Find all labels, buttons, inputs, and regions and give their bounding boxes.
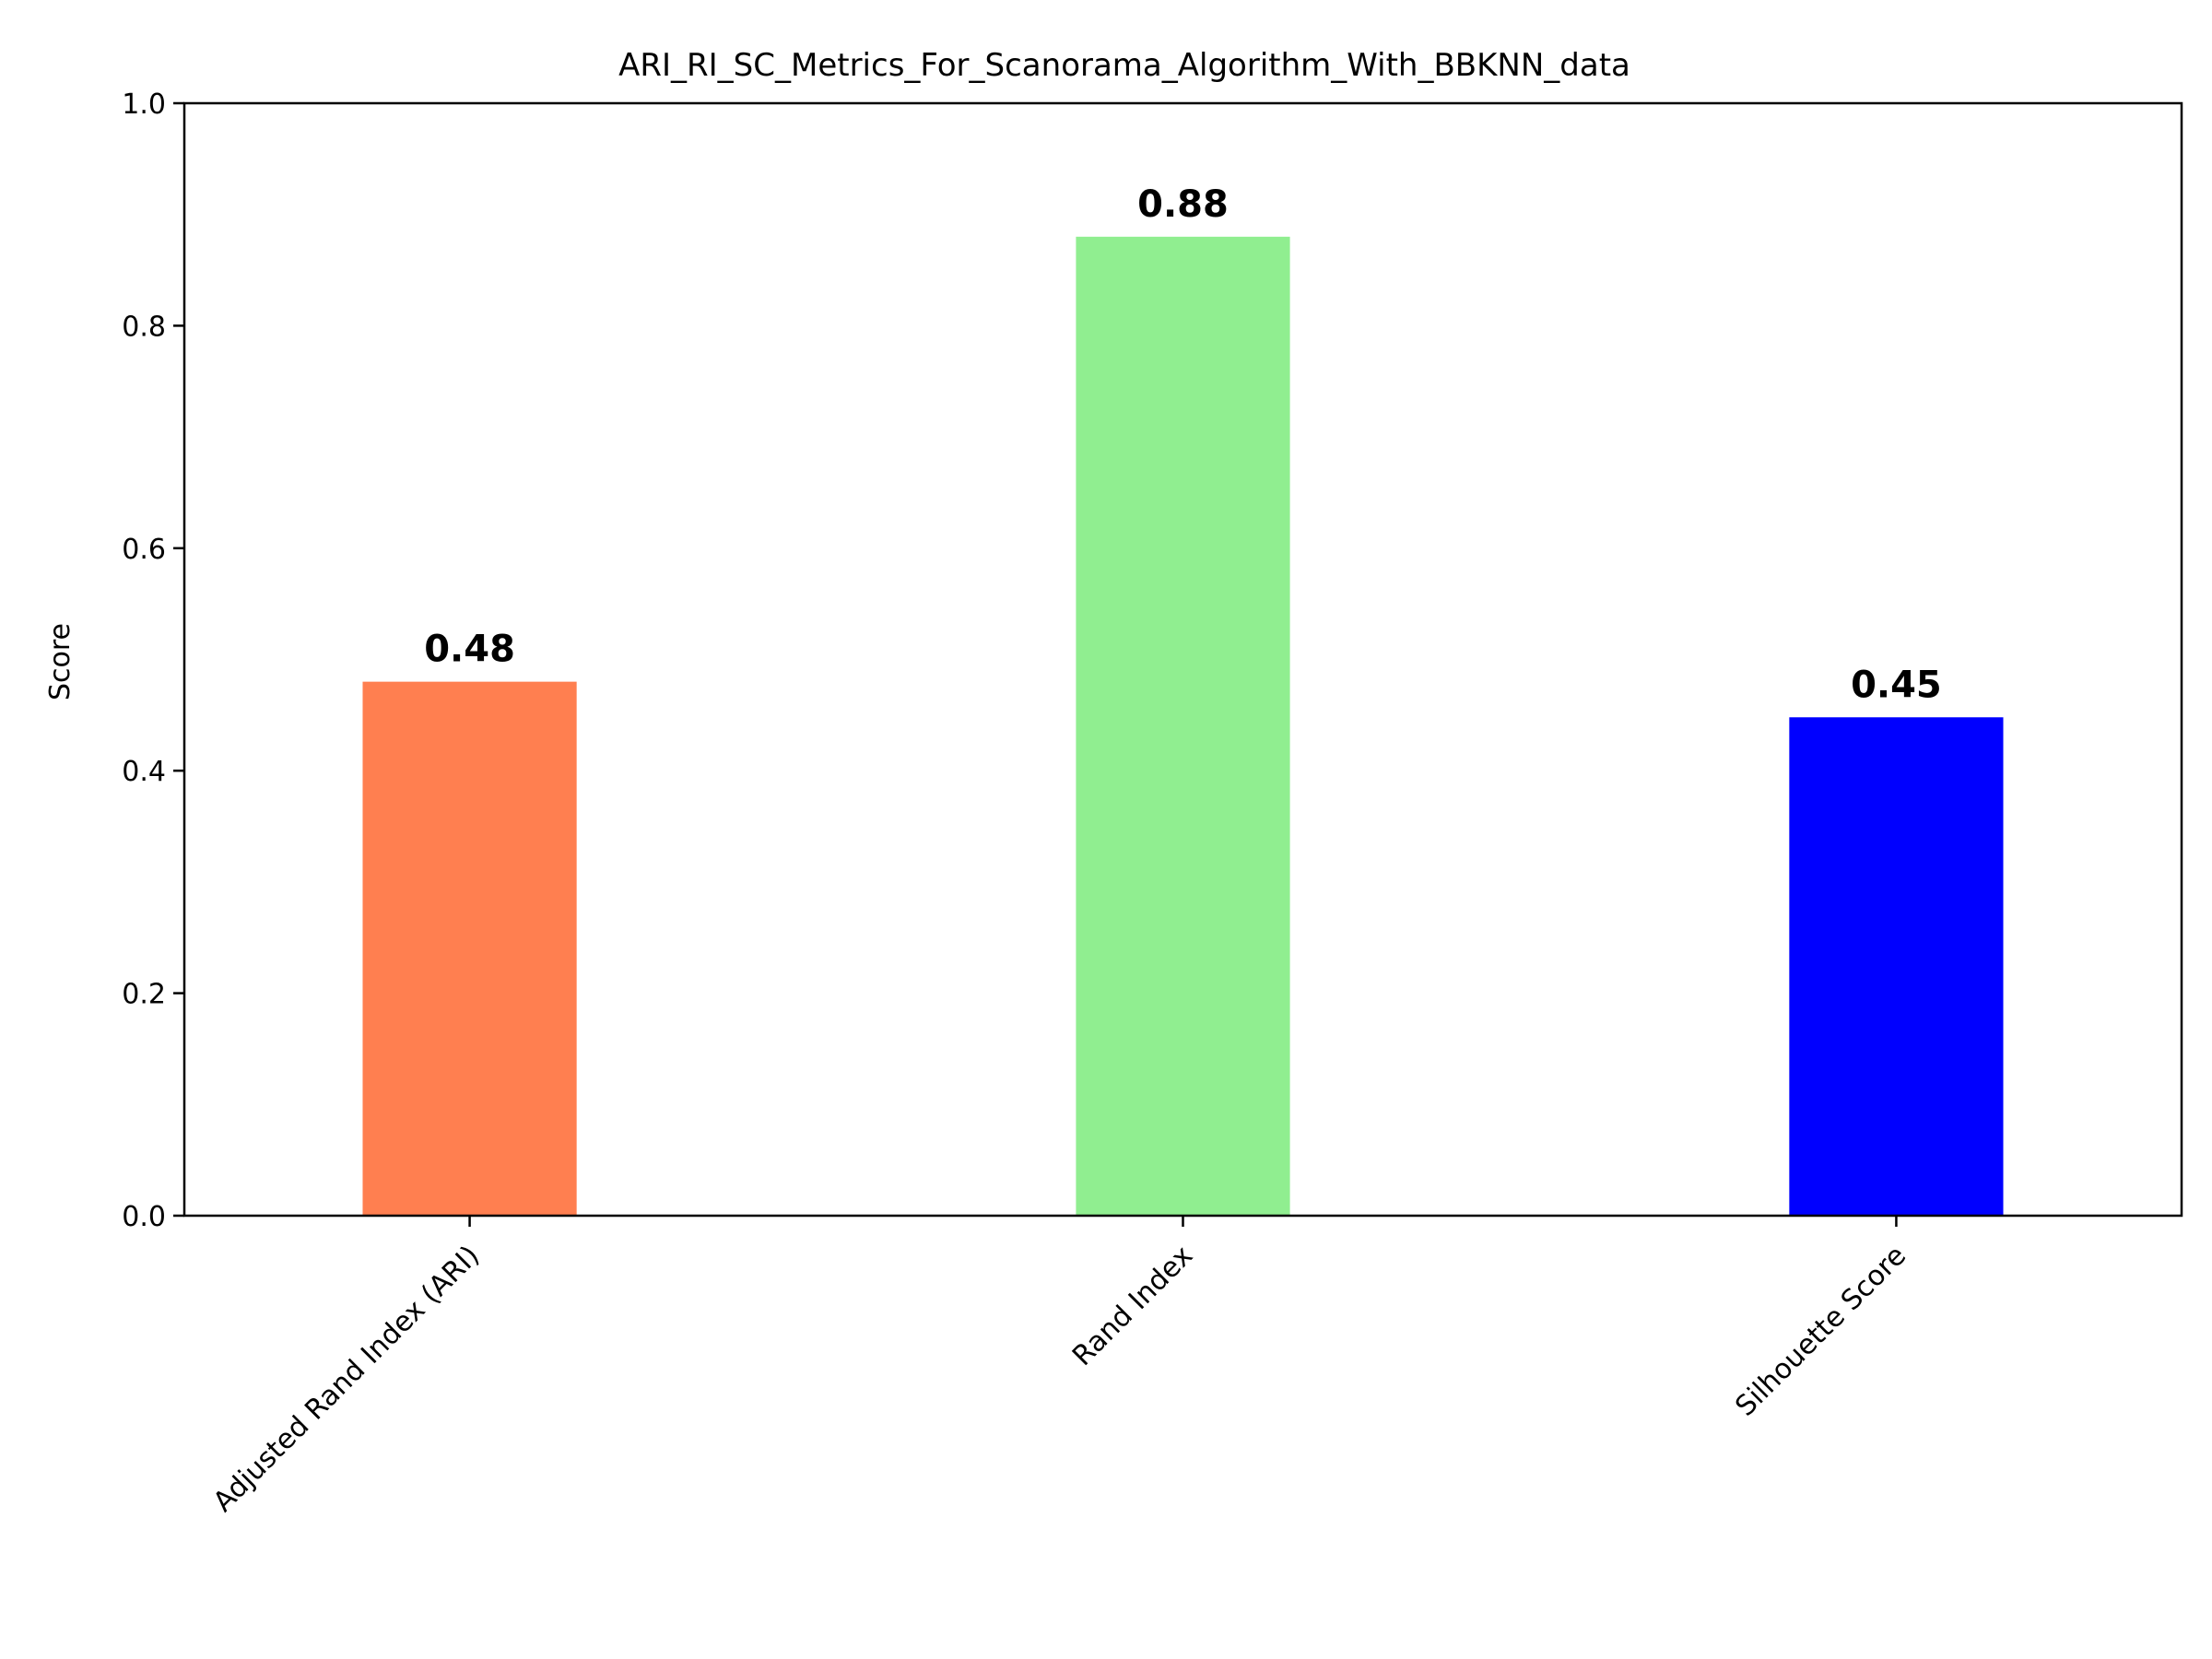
plot-frame: [182, 101, 2183, 1218]
y-tick-label: 0.8: [122, 311, 166, 343]
y-tick-label: 0.6: [122, 534, 166, 566]
bar: [362, 681, 577, 1216]
bar: [1076, 236, 1290, 1217]
bar: [1789, 717, 2004, 1216]
bar-value-label: 0.48: [424, 629, 515, 671]
x-tick-label: Silhouette Score: [1729, 1240, 1912, 1423]
plot-area: 0.0 0.2 0.4 0.6 0.8 1.0 0.48 Adjusted Rand Inde…: [122, 88, 2004, 1518]
chart-title: ARI_RI_SC_Metrics_For_Scanorama_Algorith…: [618, 47, 1630, 84]
y-axis-label: Score: [44, 623, 76, 700]
y-tick-label: 0.4: [122, 756, 166, 788]
x-tick-label: Adjusted Rand Index (ARI): [207, 1240, 486, 1518]
bar-value-label: 0.45: [1851, 664, 1942, 706]
y-tick-label: 0.0: [122, 1201, 166, 1233]
x-tick-label: Rand Index: [1066, 1240, 1199, 1372]
y-tick-label: 1.0: [122, 88, 166, 121]
y-tick-label: 0.2: [122, 979, 166, 1011]
bar-value-label: 0.88: [1137, 183, 1229, 226]
